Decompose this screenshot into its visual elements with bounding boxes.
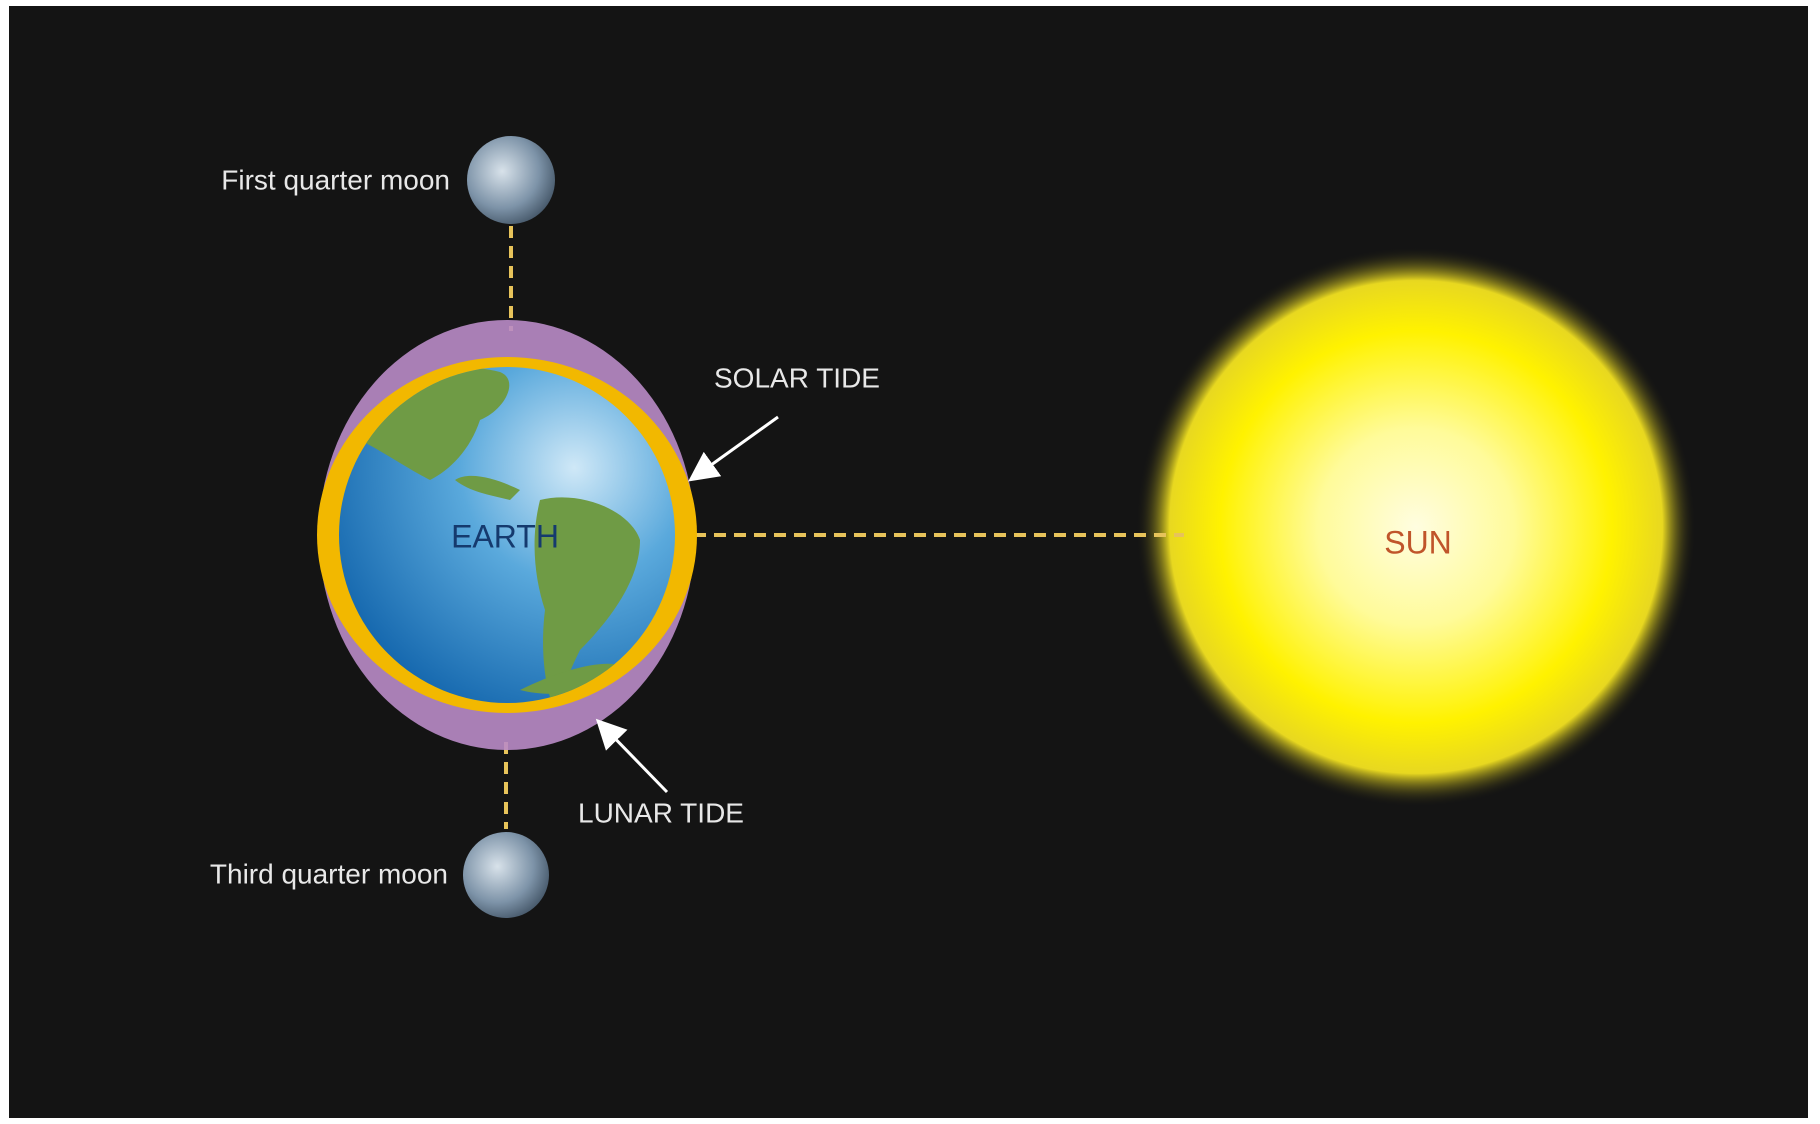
moon	[467, 136, 555, 224]
label: Third quarter moon	[210, 858, 448, 889]
moon	[463, 832, 549, 918]
label: First quarter moon	[221, 164, 450, 195]
earth-label: EARTH	[451, 518, 559, 554]
page: First quarter moon Third quarter moon SO…	[0, 0, 1820, 1124]
label: LUNAR TIDE	[578, 797, 744, 828]
sun-label: SUN	[1384, 524, 1452, 560]
diagram: First quarter moon Third quarter moon SO…	[0, 0, 1820, 1124]
label: SOLAR TIDE	[714, 362, 880, 393]
